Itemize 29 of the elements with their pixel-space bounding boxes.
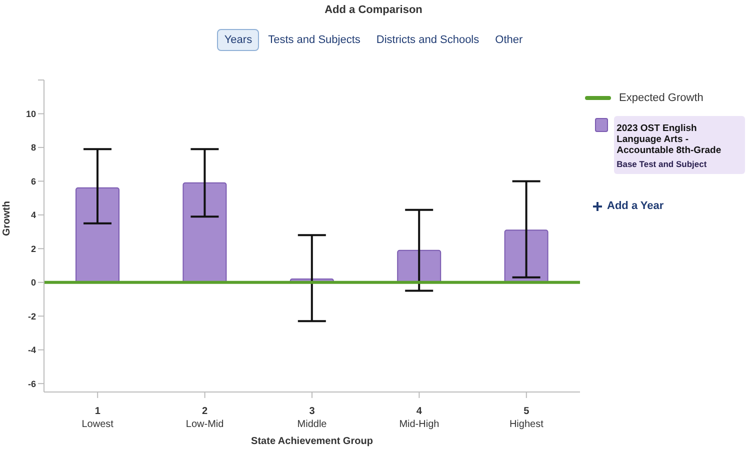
bar [504, 230, 548, 283]
y-tick-label: 0 [30, 278, 36, 288]
text: Tests and Subjects [267, 33, 362, 48]
x-tick-label: 4 Mid-High [399, 406, 440, 430]
x-tick-label: 2 Low-Mid [186, 406, 224, 430]
x-tick-label: 1 Lowest [82, 406, 114, 430]
x-tick-label: 5 Highest [509, 406, 544, 430]
bar [182, 182, 227, 283]
y-tick-label: -6 [28, 378, 36, 389]
text: Other [494, 33, 524, 48]
y-tick-label: 6 [30, 176, 36, 186]
bar [397, 250, 442, 283]
bar [76, 187, 120, 283]
text: Base Test and Subject [616, 159, 708, 169]
x-tick-label: 3 Middle [297, 406, 328, 430]
text: Years [217, 29, 260, 51]
y-tick-label: 2 [30, 244, 36, 254]
y-tick-label: -2 [28, 311, 36, 322]
y-axis-title: Growth [2, 201, 13, 236]
legend-label: 2023 OST English Language Arts - Accountable 8th-Grade [616, 123, 722, 156]
y-tick-label: 10 [26, 108, 36, 119]
text: Districts and Schools [375, 33, 480, 48]
y-tick-label: 4 [30, 210, 36, 220]
legend-label: Expected Growth [619, 92, 704, 104]
chart-title: Add a Comparison [324, 4, 424, 16]
y-tick-label: 8 [30, 142, 36, 153]
y-tick-label: -4 [28, 345, 36, 356]
text: Add a Year [607, 200, 664, 212]
x-axis-title: State Achievement Group [251, 436, 373, 447]
